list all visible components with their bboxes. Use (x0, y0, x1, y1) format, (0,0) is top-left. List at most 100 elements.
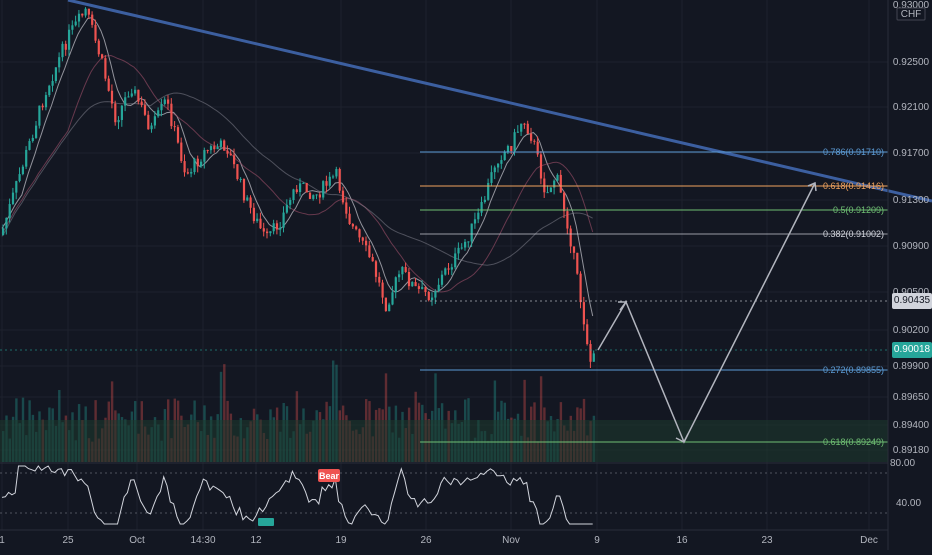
moving-average-fast (1, 17, 594, 317)
candle-body-168 (556, 174, 559, 181)
candle-body-72 (239, 178, 242, 180)
time-axis[interactable]: 1 25 Oct 14:30 12 19 26 Nov 9 16 23 Dec (0, 535, 878, 546)
candle-body-81 (269, 231, 272, 234)
volume-bar-66 (219, 371, 223, 462)
candle-body-178 (589, 344, 592, 362)
candle-body-5 (18, 174, 21, 182)
candle-body-4 (15, 181, 18, 193)
candle-body-13 (44, 95, 48, 108)
candle-body-159 (526, 123, 529, 134)
candle-body-132 (437, 284, 440, 292)
oscillator-label-80: 80.00 (890, 458, 916, 469)
candle-body-107 (355, 226, 358, 230)
candle-body-51 (170, 103, 173, 127)
candle-body-100 (332, 176, 335, 178)
candle-body-31 (104, 58, 107, 79)
candle-body-50 (167, 99, 170, 104)
candle-body-140 (464, 241, 467, 248)
price-label-top: 0.93000 (893, 0, 930, 11)
projection-arrow-1 (618, 301, 628, 311)
candle-body-148 (490, 172, 493, 183)
candle-body-122 (404, 266, 407, 272)
candle-body-10 (35, 125, 38, 138)
candle-body-62 (206, 150, 209, 152)
candle-body-96 (318, 194, 321, 198)
candle-body-9 (31, 137, 34, 142)
candle-body-161 (533, 140, 536, 142)
candle-body-64 (213, 146, 216, 150)
candle-body-19 (64, 43, 67, 50)
candle-body-174 (576, 252, 579, 274)
candle-body-101 (335, 169, 338, 177)
time-label-6: 26 (420, 535, 432, 546)
candle-body-163 (539, 154, 543, 179)
candle-body-118 (391, 292, 394, 305)
candle-body-98 (325, 181, 328, 186)
time-label-3: 14:30 (190, 535, 215, 546)
fibonacci-levels[interactable]: 0.786(0.91710) 0.618(0.91416) 0.5(0.9120… (420, 147, 888, 447)
candle-body-6 (21, 166, 24, 175)
candle-body-53 (176, 127, 180, 143)
candle-body-42 (140, 101, 143, 106)
candle-body-88 (292, 189, 295, 201)
candle-body-73 (242, 178, 246, 201)
candle-body-76 (252, 207, 255, 222)
projection-arrow-3 (807, 181, 817, 192)
candle-body-63 (209, 146, 213, 151)
current-price-tag: 0.90435 (892, 293, 932, 309)
projection-arrow-2 (675, 433, 689, 444)
candle-body-153 (506, 146, 510, 152)
price-axis[interactable]: 0.93000 CHF 0.92500 0.92100 0.91700 0.91300… (893, 0, 930, 456)
price-label-7: 0.89900 (893, 361, 930, 372)
candle-body-30 (101, 54, 104, 59)
descending-trendline[interactable] (67, 0, 932, 203)
candle-body-129 (427, 292, 430, 301)
candle-body-58 (193, 158, 196, 173)
bull-badge (258, 518, 274, 526)
candle-body-130 (431, 297, 434, 301)
candle-body-109 (361, 237, 364, 241)
candle-body-15 (51, 81, 54, 86)
fib-label-0786: 0.786(0.91710) (823, 147, 884, 157)
candle-body-142 (470, 223, 473, 242)
candle-body-160 (530, 133, 533, 141)
projection-path[interactable] (597, 182, 816, 444)
fib-label-0382: 0.382(0.91002) (823, 229, 884, 239)
candle-body-114 (378, 276, 381, 283)
candle-body-87 (289, 200, 292, 205)
candle-body-123 (407, 271, 411, 287)
time-label-5: 19 (335, 535, 347, 546)
candle-body-82 (272, 223, 275, 232)
candle-body-111 (368, 245, 371, 258)
candle-body-44 (147, 114, 150, 130)
candle-body-91 (302, 182, 305, 184)
candle-body-71 (236, 164, 239, 179)
time-label-4: 12 (250, 535, 262, 546)
candle-body-47 (157, 110, 160, 117)
candle-body-171 (566, 211, 569, 229)
candle-body-175 (579, 273, 582, 303)
price-label-3: 0.91300 (893, 195, 930, 206)
candle-body-134 (444, 268, 447, 275)
candle-body-27 (91, 14, 94, 25)
candle-body-1 (5, 217, 8, 229)
candle-body-115 (381, 282, 384, 298)
candle-body-119 (394, 277, 397, 293)
candle-body-154 (510, 146, 513, 152)
candle-body-97 (322, 181, 325, 198)
candle-body-26 (87, 8, 90, 15)
price-label-5: 0.90500 (893, 287, 930, 298)
candle-body-136 (450, 267, 453, 270)
demand-zone (0, 420, 888, 462)
candle-body-59 (196, 158, 199, 167)
candle-body-164 (543, 178, 546, 193)
candle-body-120 (398, 274, 401, 278)
candle-body-69 (229, 153, 232, 156)
candle-body-150 (497, 163, 500, 168)
candle-body-95 (315, 194, 318, 196)
fib-label-05: 0.5(0.91209) (833, 205, 884, 215)
volume-bar-131 (434, 373, 437, 462)
candle-body-141 (467, 241, 470, 243)
